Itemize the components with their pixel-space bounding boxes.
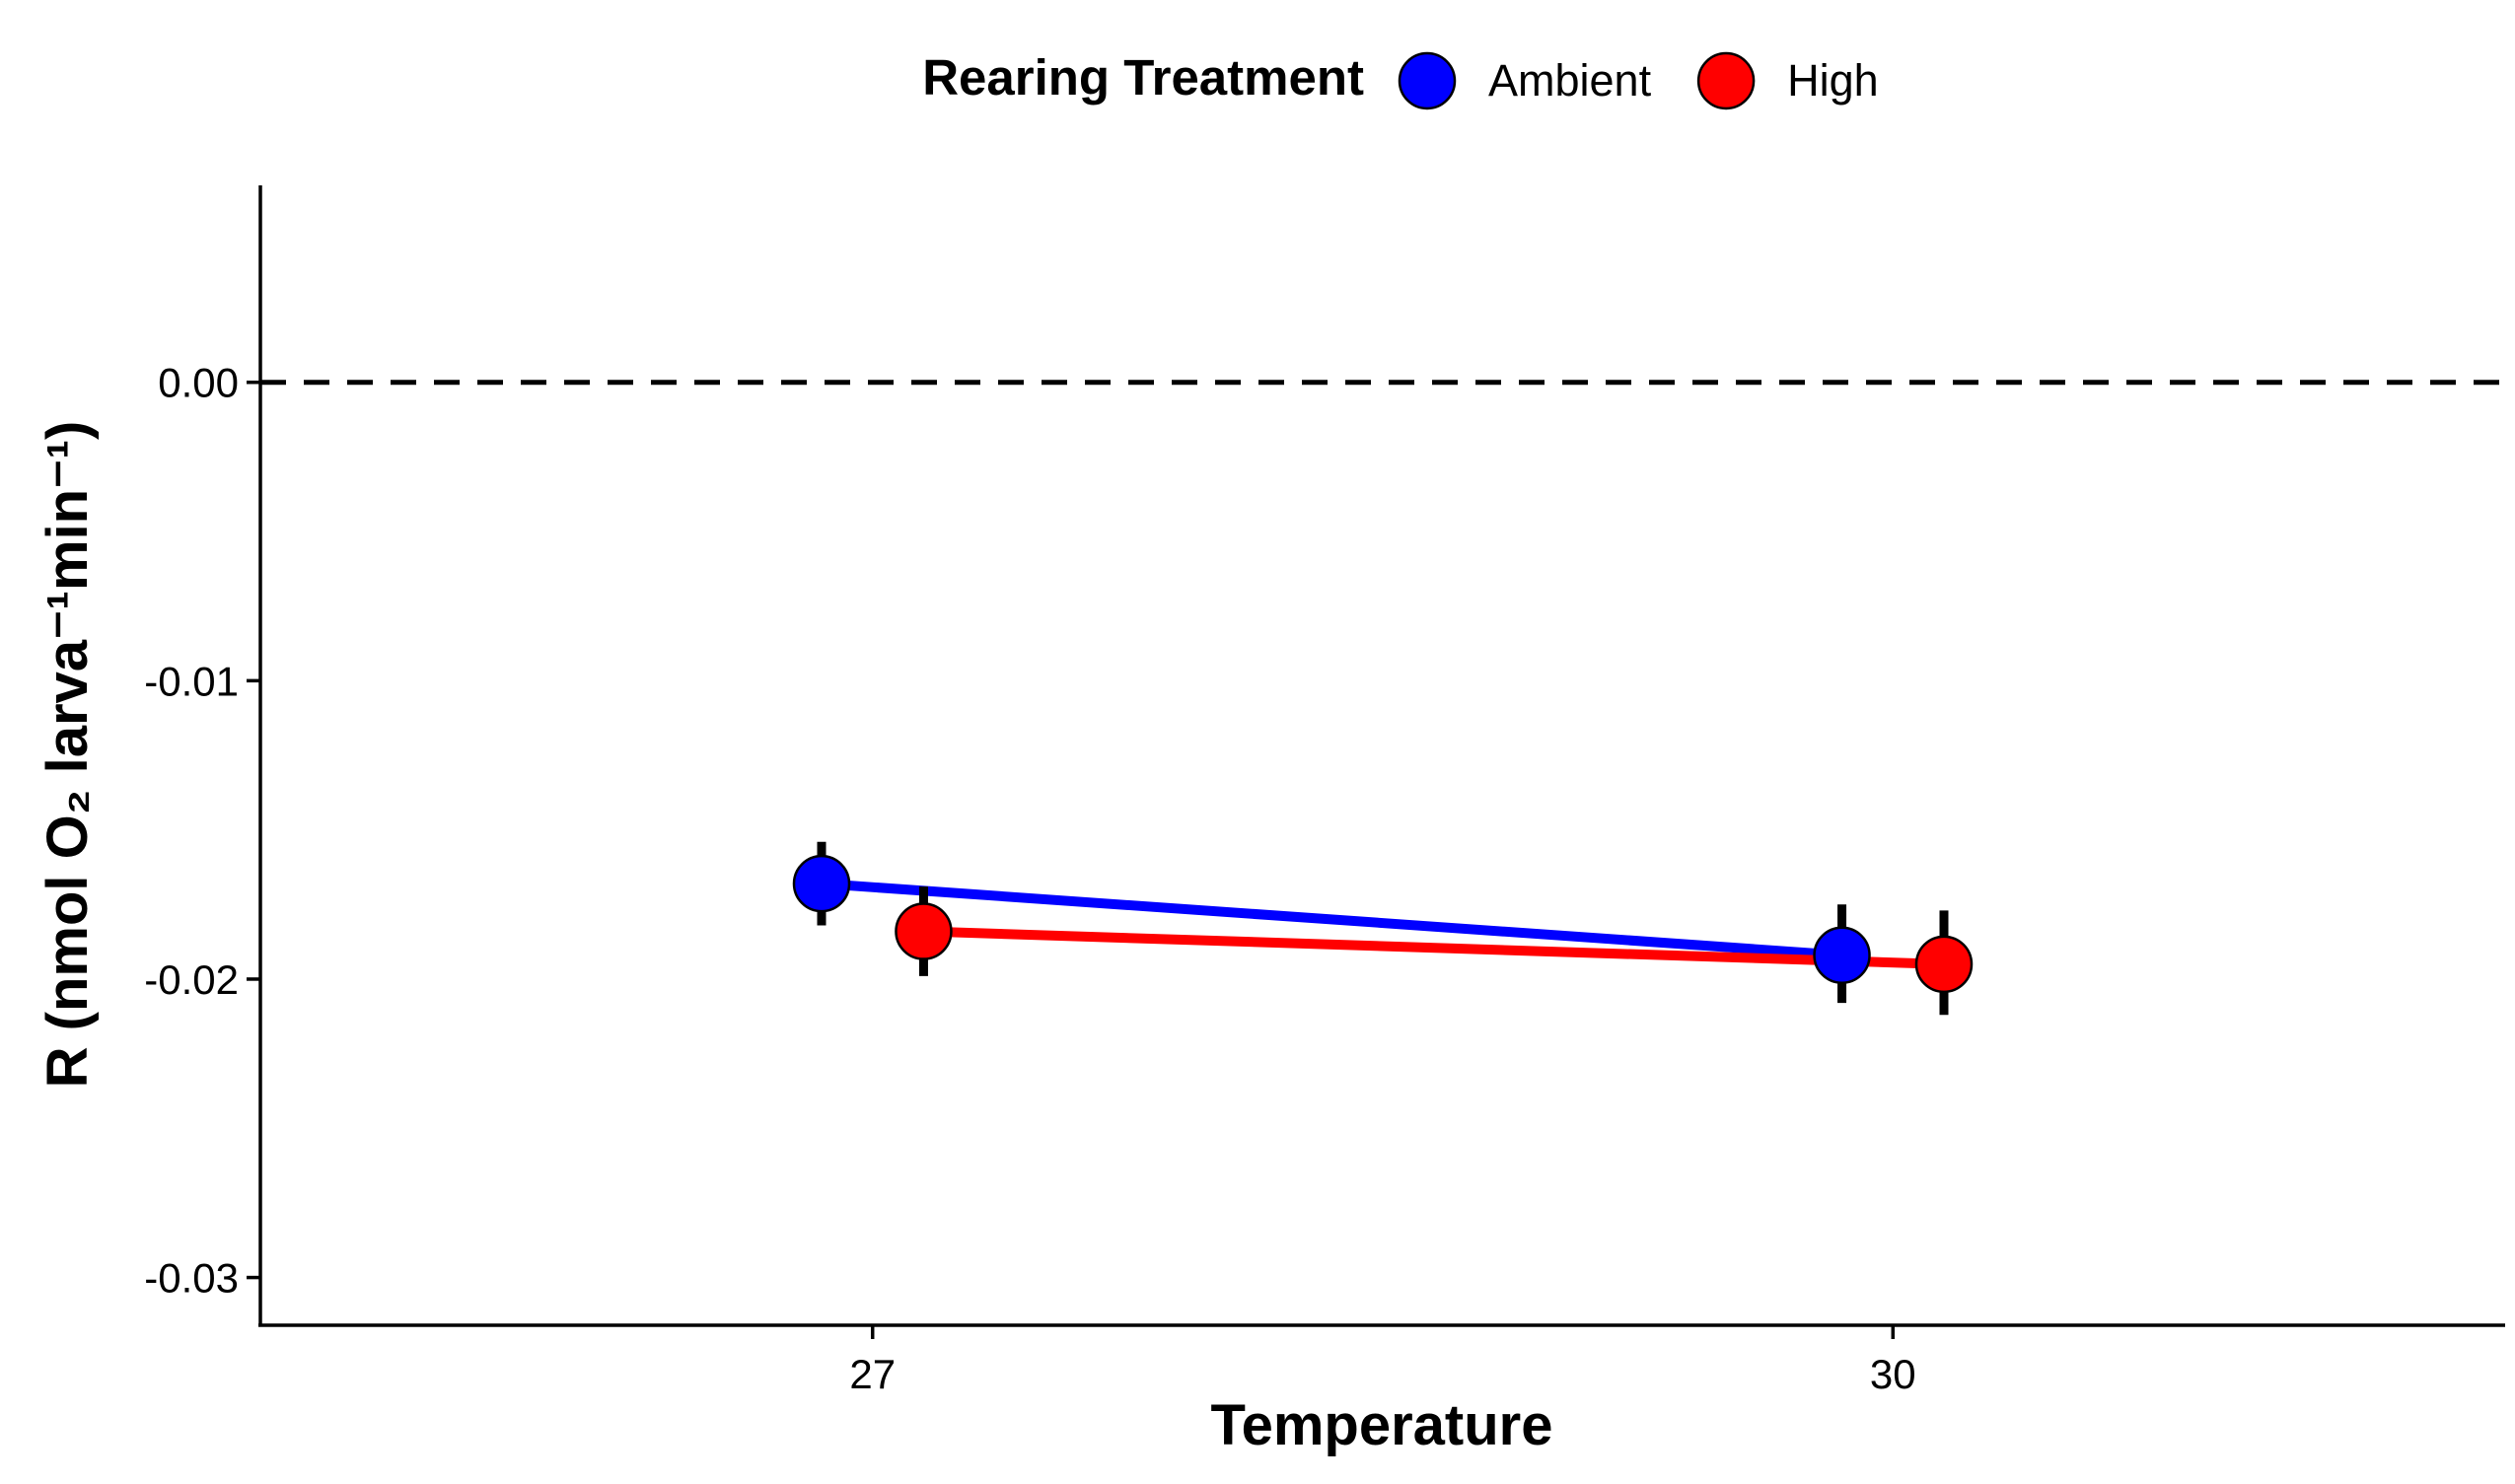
high-series-line <box>923 926 1945 969</box>
x-ticks: 27 30 <box>849 1325 1916 1397</box>
legend-key-ambient <box>1398 51 1457 110</box>
series-lines <box>821 879 1945 969</box>
x-tick-label: 27 <box>849 1351 896 1397</box>
series-points <box>792 854 1974 994</box>
ambient-series-line <box>821 879 1842 960</box>
ambient-data-point <box>1813 926 1871 985</box>
legend-label-high: High <box>1787 55 1879 106</box>
x-tick-label: 30 <box>1870 1351 1916 1397</box>
legend-key-high <box>1696 51 1756 110</box>
y-tick-label: -0.01 <box>144 658 239 704</box>
legend-label-ambient: Ambient <box>1488 55 1652 106</box>
y-tick-label: -0.02 <box>144 956 239 1003</box>
y-tick-label: -0.03 <box>144 1255 239 1302</box>
high-data-point <box>895 902 953 960</box>
y-ticks: 0.00 -0.01 -0.02 -0.03 <box>144 360 260 1302</box>
legend: Rearing Treatment Ambient High <box>922 49 1879 110</box>
x-axis-title: Temperature <box>1210 1393 1552 1457</box>
ambient-data-point <box>792 854 851 913</box>
high-data-point <box>1914 935 1974 994</box>
y-axis-title: R (nmol O₂ larva⁻¹min⁻¹) <box>36 421 100 1089</box>
axes: 0.00 -0.01 -0.02 -0.03 27 30 <box>144 185 2505 1397</box>
y-tick-label: 0.00 <box>158 360 239 406</box>
legend-title: Rearing Treatment <box>922 49 1364 106</box>
legend-items: Ambient High <box>1398 51 1879 110</box>
error-bars <box>817 841 1949 1016</box>
